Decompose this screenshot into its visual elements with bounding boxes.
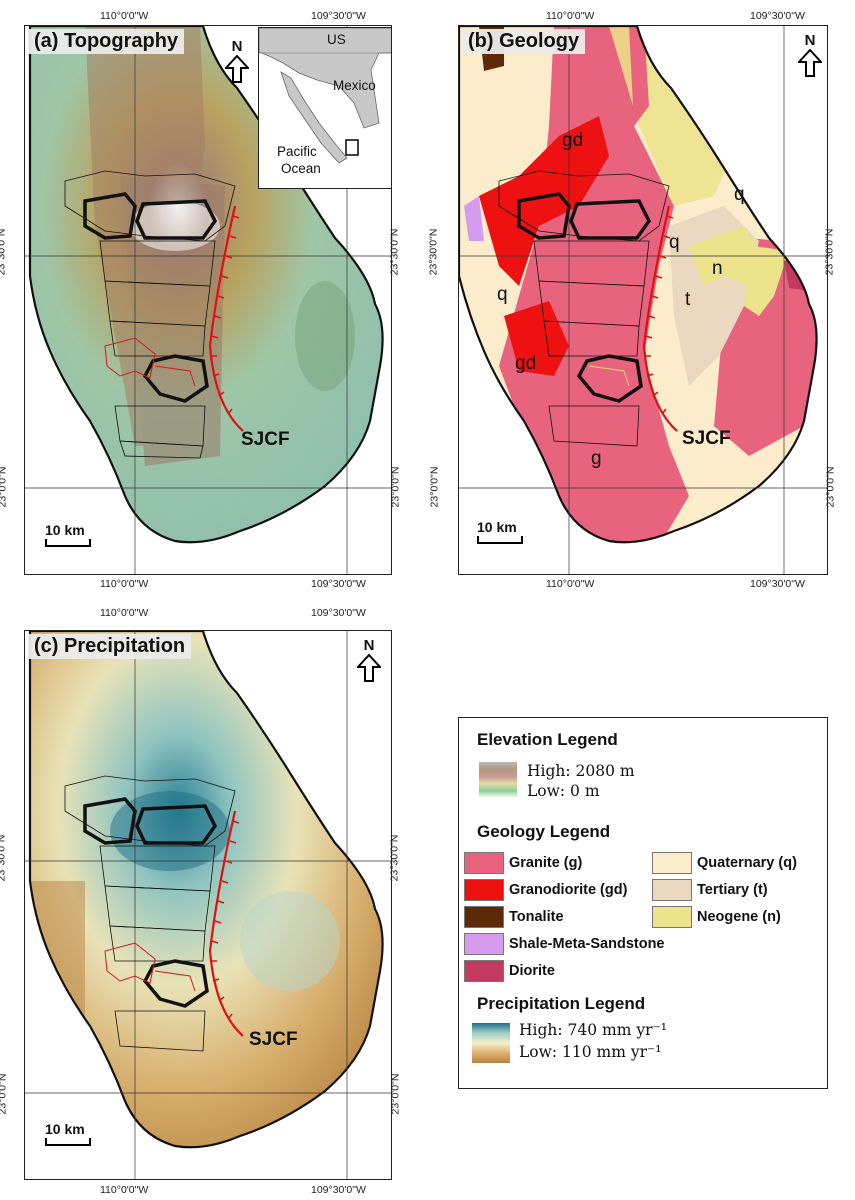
geology-label-gd-2: gd [515, 353, 537, 374]
shale-swatch [464, 933, 504, 955]
fault-label: SJCF [249, 1029, 298, 1050]
b-lon2-top: 109°30'0"W [750, 10, 805, 22]
geology-label-q-2: q [669, 232, 680, 253]
north-arrow: N [222, 38, 252, 83]
scale-bar-line [477, 536, 523, 544]
panel-precipitation: (c) Precipitation N 10 km SJCF [24, 630, 392, 1180]
a-lon1-bottom: 110°0'0"W [100, 578, 149, 590]
c-lon2-top: 109°30'0"W [311, 607, 366, 619]
tonalite-label: Tonalite [509, 909, 564, 925]
b-lon2-bottom: 109°30'0"W [750, 578, 805, 590]
panel-a-title: (a) Topography [28, 29, 185, 54]
north-arrow: N [795, 32, 825, 77]
north-arrow-icon [357, 654, 381, 682]
c-lon1-top: 110°0'0"W [100, 607, 149, 619]
b-lat1-left: 23°30'0"N [427, 228, 440, 276]
north-arrow-icon [798, 49, 822, 77]
scale-bar: 10 km [45, 1121, 91, 1146]
a-lon2-top: 109°30'0"W [311, 10, 366, 22]
tertiary-label: Tertiary (t) [697, 882, 768, 898]
elevation-high: High: 2080 m [527, 762, 635, 780]
inset-ocean-label-2: Ocean [281, 161, 321, 176]
panel-topography: (a) Topography N US Mexico Pacific Ocean… [24, 25, 392, 575]
geology-label-t: t [685, 289, 691, 310]
north-label: N [363, 637, 375, 654]
geology-legend-title: Geology Legend [477, 822, 611, 841]
scale-label: 10 km [45, 522, 85, 538]
c-lat1-left: 23°30'0"N [0, 834, 8, 882]
geology-label-n: n [712, 258, 723, 279]
granite-swatch [464, 852, 504, 874]
c-lat2-left: 23°0'0"N [0, 1073, 9, 1115]
c-lon2-bottom: 109°30'0"W [311, 1184, 366, 1196]
a-lat1-left: 23°30'0"N [0, 228, 8, 276]
inset-ocean-label-1: Pacific [277, 144, 317, 159]
b-lon1-top: 110°0'0"W [546, 10, 595, 22]
north-label: N [231, 38, 243, 55]
geology-label-g: g [591, 448, 602, 469]
a-lat1-right: 23°30'0"N [388, 228, 401, 276]
scale-label: 10 km [45, 1121, 85, 1137]
scale-bar-line [45, 539, 91, 547]
precipitation-gradient [472, 1023, 510, 1063]
granodiorite-swatch [464, 879, 504, 901]
c-lon1-bottom: 110°0'0"W [100, 1184, 149, 1196]
inset-mexico-label: Mexico [333, 78, 376, 93]
inset-us-label: US [327, 32, 346, 47]
precipitation-low: Low: 110 mm yr⁻¹ [519, 1043, 662, 1061]
scale-label: 10 km [477, 519, 517, 535]
elevation-legend-title: Elevation Legend [477, 730, 618, 749]
geology-label-q-1: q [734, 184, 745, 205]
panel-c-title: (c) Precipitation [28, 634, 192, 659]
geology-map [459, 26, 827, 574]
scale-bar-line [45, 1138, 91, 1146]
c-lat2-right: 23°0'0"N [389, 1073, 402, 1115]
a-lat2-right: 23°0'0"N [389, 466, 402, 508]
tonalite-swatch [464, 906, 504, 928]
inset-map [259, 28, 391, 164]
a-lat2-left: 23°0'0"N [0, 466, 9, 508]
c-lat1-right: 23°30'0"N [388, 834, 401, 882]
precipitation-high: High: 740 mm yr⁻¹ [519, 1021, 667, 1039]
precipitation-map [25, 631, 391, 1179]
elevation-gradient [479, 762, 517, 798]
b-lon1-bottom: 110°0'0"W [546, 578, 595, 590]
geology-label-q-3: q [497, 284, 508, 305]
b-lat1-right: 23°30'0"N [823, 228, 836, 276]
topography-map [25, 26, 391, 574]
shale-label: Shale-Meta-Sandstone [509, 936, 665, 952]
diorite-label: Diorite [509, 963, 555, 979]
north-arrow-icon [225, 55, 249, 83]
fault-label: SJCF [241, 429, 290, 450]
a-lon2-bottom: 109°30'0"W [311, 578, 366, 590]
scale-bar: 10 km [45, 522, 91, 547]
neogene-label: Neogene (n) [697, 909, 781, 925]
a-lon1-top: 110°0'0"W [100, 10, 149, 22]
panel-b-title: (b) Geology [462, 29, 586, 54]
precipitation-legend-title: Precipitation Legend [477, 994, 646, 1013]
b-lat2-left: 23°0'0"N [428, 466, 441, 508]
tertiary-swatch [652, 879, 692, 901]
quaternary-swatch [652, 852, 692, 874]
location-inset: US Mexico Pacific Ocean [258, 27, 391, 189]
granodiorite-label: Granodiorite (gd) [509, 882, 628, 898]
north-label: N [804, 32, 816, 49]
neogene-swatch [652, 906, 692, 928]
b-lat2-right: 23°0'0"N [824, 466, 837, 508]
elevation-low: Low: 0 m [527, 782, 600, 800]
panel-geology: (b) Geology N gd q q n t q gd g 10 km SJ… [458, 25, 828, 575]
fault-label: SJCF [682, 428, 731, 449]
quaternary-label: Quaternary (q) [697, 855, 797, 871]
north-arrow: N [354, 637, 384, 682]
geology-label-gd-1: gd [562, 130, 584, 151]
legend-box: Elevation Legend High: 2080 m Low: 0 m G… [458, 717, 828, 1089]
granite-label: Granite (g) [509, 855, 583, 871]
scale-bar: 10 km [477, 519, 523, 544]
diorite-swatch [464, 960, 504, 982]
